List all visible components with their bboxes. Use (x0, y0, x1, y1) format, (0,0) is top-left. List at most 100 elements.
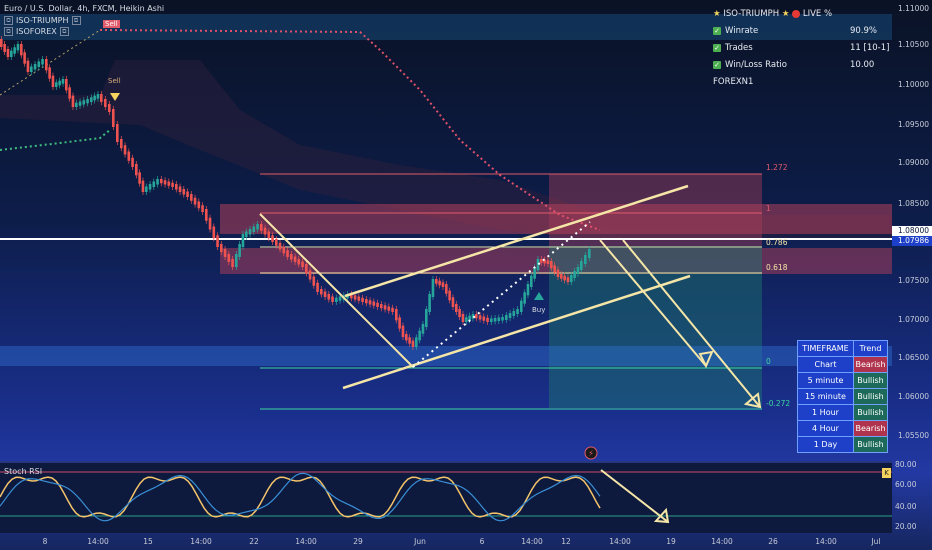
price-axis[interactable]: 1.11000 1.10500 1.10000 1.09500 1.09000 1.085… (892, 0, 932, 530)
fib-label-1272: 1.272 (766, 163, 788, 172)
candle (104, 99, 107, 107)
candle (441, 282, 445, 287)
time-axis[interactable]: 8 14:00 15 14:00 22 14:00 29 Jun 6 14:00 12 14:00 19… (0, 534, 932, 550)
candle (335, 297, 338, 302)
candle (248, 229, 252, 235)
settings-icon[interactable]: ⧉ (59, 27, 69, 36)
candle (78, 101, 82, 106)
candle (108, 104, 111, 112)
candle (278, 242, 282, 250)
symbol-title[interactable]: Euro / U.S. Dollar, 4h, FXCM, Heikin Ash… (4, 4, 165, 13)
candle (553, 265, 556, 273)
candle (86, 99, 89, 104)
projection-arrow-2[interactable] (622, 239, 761, 408)
candle (205, 209, 208, 221)
live-label: LIVE % (802, 8, 833, 19)
candle (376, 302, 379, 307)
price-tick: 1.07500 (897, 276, 929, 285)
candle (301, 261, 304, 267)
channel-lower-line[interactable] (342, 274, 691, 390)
down-leg-line[interactable] (259, 213, 414, 368)
candle (10, 50, 13, 57)
green-dotted-ma (0, 129, 111, 151)
candle (138, 172, 141, 184)
candle (33, 64, 37, 70)
buy-signal-icon[interactable] (534, 292, 544, 300)
candle (235, 254, 238, 267)
candle (357, 296, 361, 301)
candle (368, 300, 372, 305)
price-tick: 1.06500 (897, 353, 929, 362)
candle (316, 282, 319, 292)
candle (421, 324, 425, 334)
candle (123, 145, 127, 155)
trend-cell: Bearish (853, 420, 888, 437)
candle (465, 317, 468, 322)
table-row: 4 Hour Bearish (797, 420, 888, 437)
time-tick: 14:00 (609, 537, 631, 546)
candle (256, 224, 259, 230)
price-tick: 1.07000 (897, 315, 929, 324)
visibility-icon[interactable]: ⧉ (4, 16, 13, 25)
dotted-trend-line[interactable] (412, 221, 591, 368)
stoch-arrow[interactable] (600, 469, 669, 523)
stoch-tick: 60.00 (895, 480, 917, 489)
candle (127, 151, 131, 161)
candle (435, 279, 438, 284)
visibility-icon[interactable]: ⧉ (4, 27, 13, 36)
stop-loss-box (549, 174, 762, 246)
sell-badge: Sell (103, 20, 120, 28)
candle (560, 274, 563, 279)
candle (428, 294, 431, 312)
candle (220, 244, 223, 252)
candle (171, 182, 174, 187)
indicator-isoforex[interactable]: ⧉ ISOFOREX ⧉ (4, 27, 69, 36)
candle (411, 340, 415, 347)
candle (461, 314, 465, 322)
candle (546, 260, 550, 264)
projection-arrow-1[interactable] (599, 239, 707, 367)
settings-icon[interactable]: ⧉ (71, 16, 81, 25)
candle (536, 259, 540, 271)
time-tick: 19 (666, 537, 676, 546)
candle (383, 305, 387, 310)
candle (505, 315, 508, 320)
candle (478, 315, 482, 320)
candle (6, 49, 10, 57)
timeframe-trend-table: TIMEFRAME Trend Chart Bearish 5 minute Bullis… (797, 340, 888, 453)
lightning-icon[interactable] (584, 446, 598, 460)
stoch-rsi-title[interactable]: Stoch RSI (4, 467, 43, 476)
candle (175, 184, 178, 190)
indicator-iso-triumph[interactable]: ⧉ ISO-TRIUMPH ⧉ (4, 16, 81, 25)
timeframe-cell: 15 minute (797, 388, 854, 405)
candle (543, 259, 546, 264)
sell-label: Sell (108, 77, 121, 85)
candle (201, 205, 204, 212)
price-tick: 1.06000 (897, 392, 929, 401)
candle (116, 124, 119, 142)
candle (372, 301, 376, 306)
last-price-tag: 1.07986 (892, 236, 932, 246)
sell-signal-icon[interactable] (110, 93, 120, 101)
candle (563, 275, 566, 281)
channel-upper-line[interactable] (344, 184, 689, 298)
candle (3, 44, 6, 52)
candle (37, 61, 41, 67)
candle (58, 80, 61, 86)
candle (512, 311, 516, 316)
candle (425, 309, 428, 327)
candle (451, 297, 455, 307)
candle (71, 95, 75, 107)
candle (190, 194, 193, 201)
candle (208, 217, 212, 230)
heikin-ashi-candles (0, 36, 591, 350)
stoch-pane (0, 463, 892, 533)
candle (182, 189, 186, 195)
timeframe-cell: 1 Day (797, 436, 854, 453)
check-icon: ✓ (713, 26, 721, 35)
candle (282, 246, 286, 254)
price-tick: 1.05500 (897, 431, 929, 440)
candle (30, 66, 33, 72)
